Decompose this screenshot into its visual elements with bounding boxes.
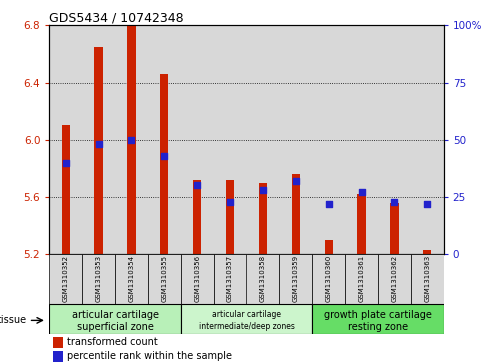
Bar xyxy=(115,25,148,254)
Bar xyxy=(226,180,234,254)
Bar xyxy=(49,303,181,334)
Point xyxy=(128,137,136,143)
Bar xyxy=(378,25,411,254)
Bar xyxy=(53,351,63,362)
Bar xyxy=(95,47,103,254)
Text: growth plate cartilage: growth plate cartilage xyxy=(324,310,432,320)
Bar xyxy=(148,254,181,303)
Text: GSM1310360: GSM1310360 xyxy=(326,255,332,302)
Text: tissue: tissue xyxy=(0,315,27,325)
Text: GSM1310359: GSM1310359 xyxy=(293,255,299,302)
Text: GSM1310356: GSM1310356 xyxy=(194,255,200,302)
Text: articular cartilage: articular cartilage xyxy=(212,310,281,319)
Bar xyxy=(181,303,312,334)
Text: GSM1310361: GSM1310361 xyxy=(358,255,364,302)
Bar xyxy=(345,254,378,303)
Bar xyxy=(411,25,444,254)
Bar xyxy=(280,25,312,254)
Point xyxy=(259,187,267,193)
Text: GSM1310357: GSM1310357 xyxy=(227,255,233,302)
Bar xyxy=(357,194,366,254)
Point xyxy=(62,160,70,166)
Point xyxy=(390,199,398,204)
Bar xyxy=(181,254,213,303)
Text: GSM1310358: GSM1310358 xyxy=(260,255,266,302)
Point xyxy=(292,178,300,184)
Text: GSM1310354: GSM1310354 xyxy=(129,255,135,302)
Text: transformed count: transformed count xyxy=(67,337,158,347)
Point xyxy=(95,142,103,147)
Bar xyxy=(53,337,63,348)
Bar xyxy=(181,25,213,254)
Bar xyxy=(62,126,70,254)
Bar xyxy=(345,25,378,254)
Bar xyxy=(423,250,431,254)
Bar xyxy=(378,254,411,303)
Bar xyxy=(259,183,267,254)
Text: intermediate/deep zones: intermediate/deep zones xyxy=(199,322,294,331)
Bar xyxy=(390,203,398,254)
Text: GSM1310352: GSM1310352 xyxy=(63,255,69,302)
Bar xyxy=(213,254,246,303)
Bar xyxy=(280,254,312,303)
Point xyxy=(226,199,234,204)
Point xyxy=(357,189,365,195)
Bar xyxy=(411,254,444,303)
Bar xyxy=(148,25,181,254)
Bar xyxy=(312,254,345,303)
Text: GSM1310362: GSM1310362 xyxy=(391,255,397,302)
Bar xyxy=(160,74,169,254)
Bar xyxy=(246,25,280,254)
Bar xyxy=(292,174,300,254)
Text: resting zone: resting zone xyxy=(348,322,408,332)
Bar xyxy=(312,303,444,334)
Text: articular cartilage: articular cartilage xyxy=(71,310,159,320)
Bar xyxy=(312,25,345,254)
Bar xyxy=(213,25,246,254)
Bar xyxy=(324,240,333,254)
Point xyxy=(423,201,431,207)
Text: GSM1310363: GSM1310363 xyxy=(424,255,430,302)
Text: GSM1310355: GSM1310355 xyxy=(161,255,167,302)
Bar xyxy=(115,254,148,303)
Bar xyxy=(82,254,115,303)
Bar xyxy=(127,25,136,254)
Bar xyxy=(193,180,201,254)
Text: superficial zone: superficial zone xyxy=(76,322,153,332)
Bar xyxy=(246,254,280,303)
Point xyxy=(160,153,168,159)
Bar xyxy=(82,25,115,254)
Text: GDS5434 / 10742348: GDS5434 / 10742348 xyxy=(49,11,184,24)
Point xyxy=(325,201,333,207)
Bar xyxy=(49,25,82,254)
Text: percentile rank within the sample: percentile rank within the sample xyxy=(67,351,232,361)
Point xyxy=(193,183,201,188)
Text: GSM1310353: GSM1310353 xyxy=(96,255,102,302)
Bar xyxy=(49,254,82,303)
